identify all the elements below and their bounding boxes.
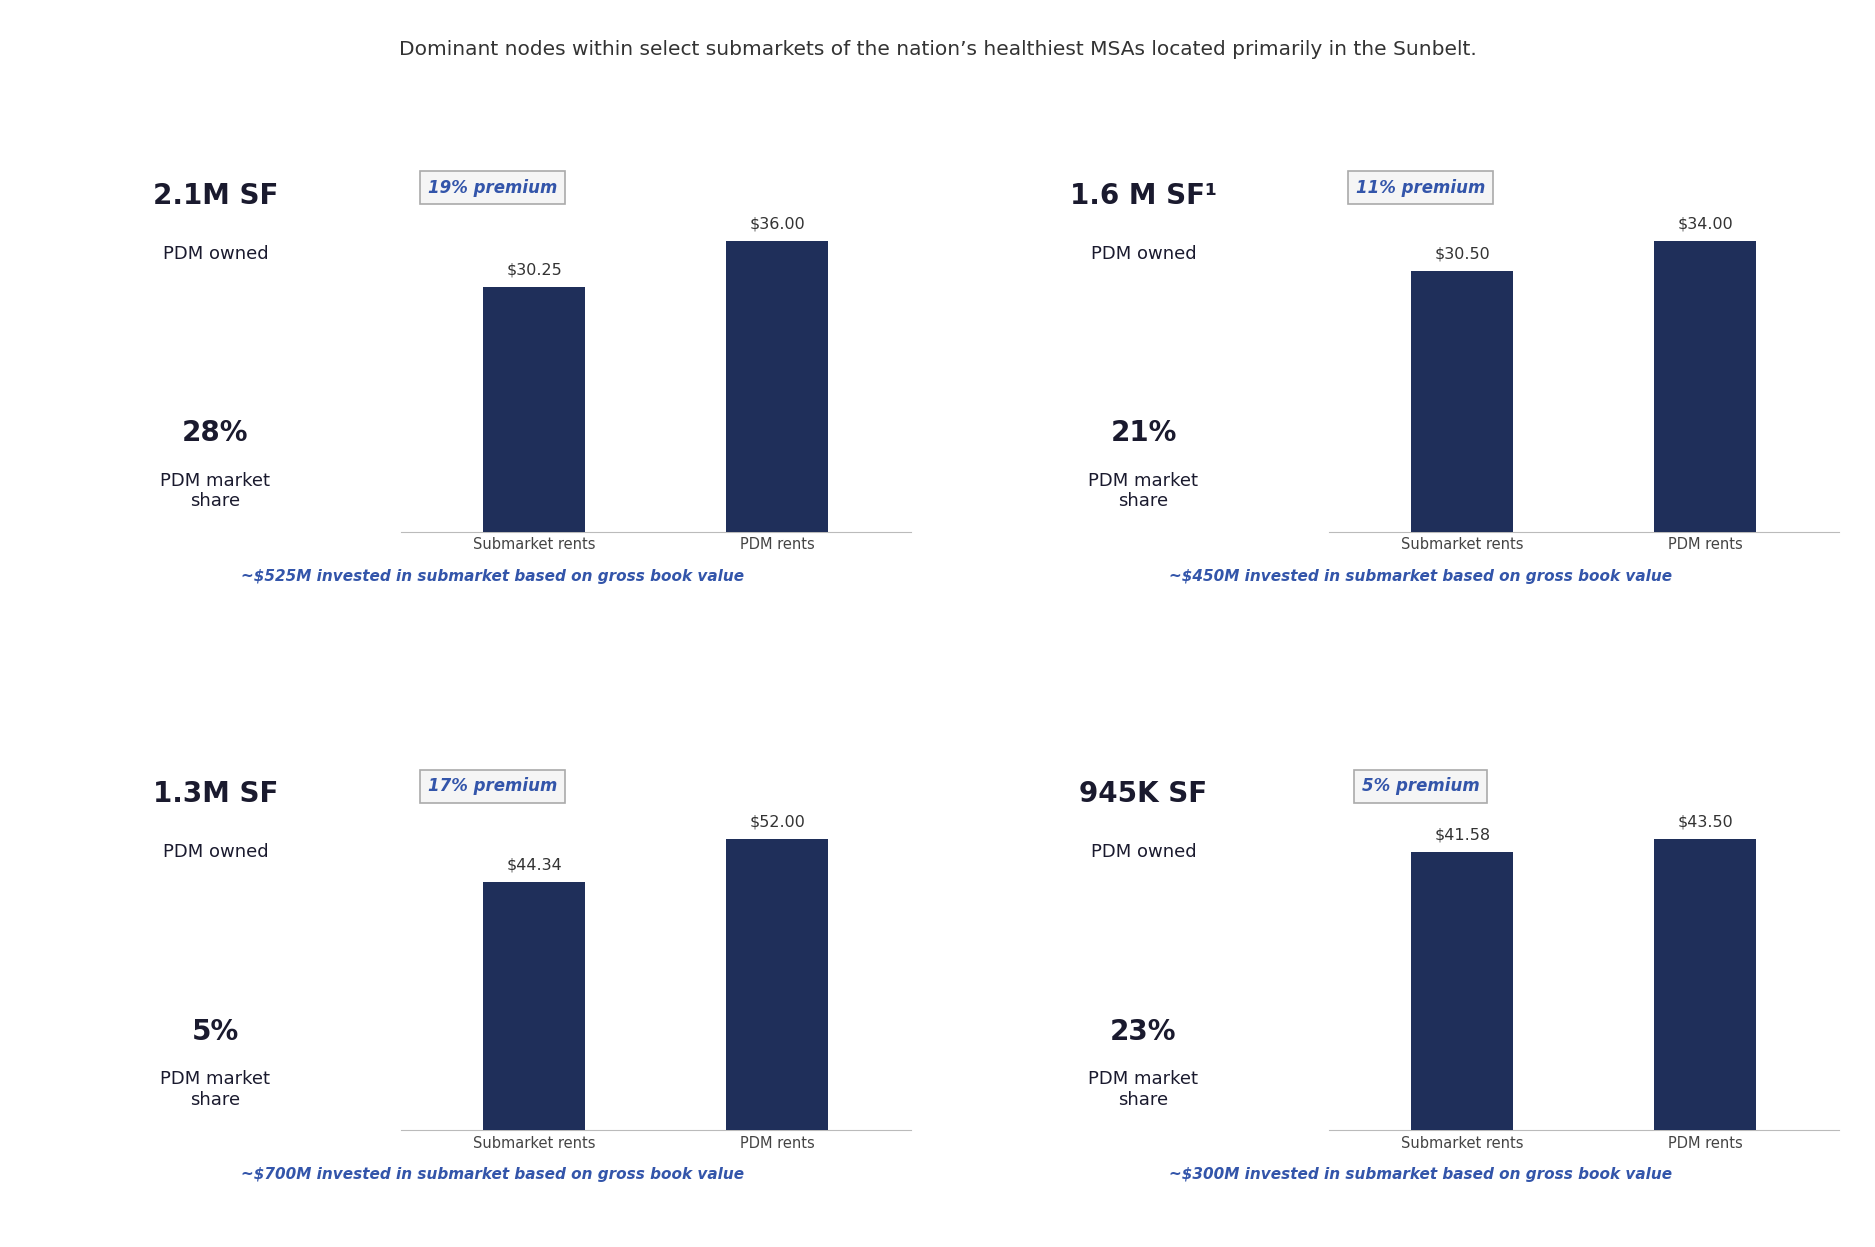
Text: ~$525M invested in submarket based on gross book value: ~$525M invested in submarket based on gr… [240,569,744,584]
Text: PDM owned: PDM owned [163,843,268,862]
Text: $30.25: $30.25 [506,263,562,278]
Text: 23%: 23% [1110,1018,1178,1046]
Text: PDM owned: PDM owned [163,244,268,263]
Text: PDM owned: PDM owned [1091,244,1196,263]
Text: $43.50: $43.50 [1678,816,1732,831]
Text: PDM market
share: PDM market share [1089,471,1198,510]
Text: PDM market
share: PDM market share [161,471,270,510]
Bar [1654,839,1757,1130]
Text: $41.58: $41.58 [1434,828,1491,843]
Bar [484,882,585,1130]
Text: Atlanta: Atlanta [82,75,180,100]
Text: 1.6 M SF¹: 1.6 M SF¹ [1071,182,1217,209]
Bar [726,241,829,531]
Text: Atlanta: Atlanta [82,673,180,698]
Text: PDM owned: PDM owned [1091,843,1196,862]
Text: 28%: 28% [182,419,249,448]
Text: 5% premium: 5% premium [1361,777,1479,796]
Bar [1654,241,1757,531]
Text: $34.00: $34.00 [1678,217,1732,232]
Text: 945K SF: 945K SF [1080,781,1208,808]
Text: $52.00: $52.00 [750,816,804,831]
Bar [726,839,829,1130]
Text: – Cumberland / Galleria Submarket: – Cumberland / Galleria Submarket [210,77,559,97]
Text: – Burlington Submarket: – Burlington Submarket [1121,676,1356,696]
Text: – CBD Submarket: – CBD Submarket [1138,77,1314,97]
Bar [1412,852,1513,1130]
Text: 21%: 21% [1110,419,1178,448]
Text: Boston: Boston [1011,673,1102,698]
Text: 11% premium: 11% premium [1356,178,1485,197]
Bar [484,287,585,531]
Text: 17% premium: 17% premium [428,777,557,796]
Text: Dominant nodes within select submarkets of the nation’s healthiest MSAs located : Dominant nodes within select submarkets … [399,40,1476,59]
Text: Orlando: Orlando [1011,75,1116,100]
Text: ~$300M invested in submarket based on gross book value: ~$300M invested in submarket based on gr… [1168,1167,1672,1182]
Text: ~$450M invested in submarket based on gross book value: ~$450M invested in submarket based on gr… [1168,569,1672,584]
Text: ~$700M invested in submarket based on gross book value: ~$700M invested in submarket based on gr… [240,1167,744,1182]
Text: PDM market
share: PDM market share [1089,1070,1198,1109]
Text: 19% premium: 19% premium [428,178,557,197]
Text: 1.3M SF: 1.3M SF [152,781,278,808]
Text: 5%: 5% [191,1018,238,1046]
Text: $44.34: $44.34 [506,858,562,873]
Text: – Midtown Submarket: – Midtown Submarket [210,676,428,696]
Bar [1412,271,1513,531]
Text: 2.1M SF: 2.1M SF [152,182,278,209]
Text: $30.50: $30.50 [1434,247,1491,262]
Text: PDM market
share: PDM market share [161,1070,270,1109]
Text: $36.00: $36.00 [750,217,804,232]
